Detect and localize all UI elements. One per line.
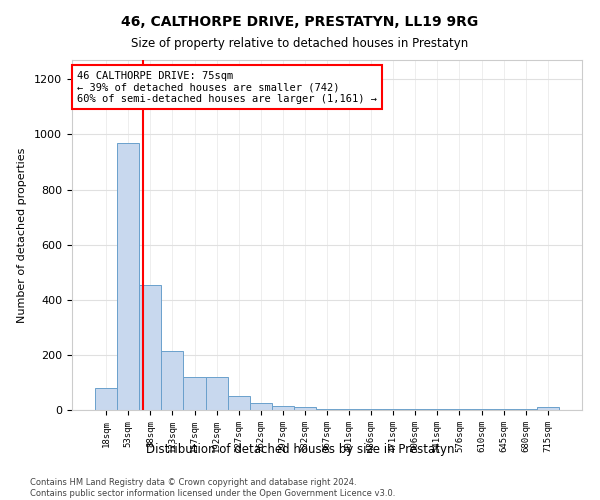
Bar	[206, 377, 227, 410]
Bar	[161, 350, 184, 410]
Text: 46 CALTHORPE DRIVE: 75sqm
← 39% of detached houses are smaller (742)
60% of semi: 46 CALTHORPE DRIVE: 75sqm ← 39% of detac…	[77, 70, 377, 104]
Bar	[117, 142, 139, 410]
Bar	[316, 408, 338, 410]
Text: Size of property relative to detached houses in Prestatyn: Size of property relative to detached ho…	[131, 38, 469, 51]
Y-axis label: Number of detached properties: Number of detached properties	[17, 148, 27, 322]
Bar	[294, 407, 316, 410]
Bar	[95, 388, 117, 410]
Bar	[139, 284, 161, 410]
Bar	[360, 409, 382, 410]
Bar	[184, 377, 206, 410]
Text: Contains HM Land Registry data © Crown copyright and database right 2024.
Contai: Contains HM Land Registry data © Crown c…	[30, 478, 395, 498]
Bar	[338, 409, 360, 410]
Text: Distribution of detached houses by size in Prestatyn: Distribution of detached houses by size …	[146, 442, 454, 456]
Text: 46, CALTHORPE DRIVE, PRESTATYN, LL19 9RG: 46, CALTHORPE DRIVE, PRESTATYN, LL19 9RG	[121, 15, 479, 29]
Bar	[537, 407, 559, 410]
Bar	[272, 406, 294, 410]
Bar	[250, 403, 272, 410]
Bar	[227, 396, 250, 410]
